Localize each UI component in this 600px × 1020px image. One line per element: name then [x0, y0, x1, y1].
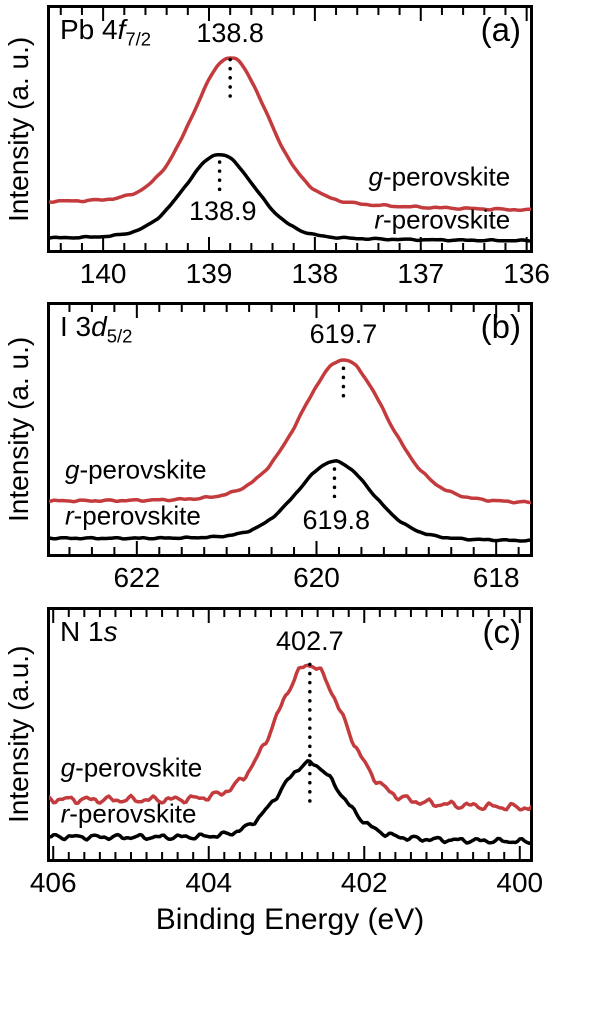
series-label-r: r-perovskite	[65, 500, 201, 531]
x-tick-label: 400	[496, 867, 544, 898]
series-label-rest: -perovskite	[75, 752, 203, 783]
title-italic: d	[91, 311, 107, 342]
plot-area-c	[47, 607, 533, 862]
x-tick-label: 404	[185, 867, 233, 898]
x-tick-label: 140	[79, 258, 127, 289]
series-label-rest: -perovskite	[383, 204, 511, 235]
title-subscript: 7/2	[125, 28, 152, 50]
spectrum-curve-r-perovskite	[49, 459, 531, 543]
spectrum-curve-r-perovskite	[49, 153, 531, 243]
x-tick-label: 137	[397, 258, 445, 289]
series-label-g: g-perovskite	[65, 455, 207, 486]
x-axis-title: Binding Energy (eV)	[155, 903, 425, 936]
series-label-rest: -perovskite	[383, 161, 511, 192]
series-label-prefix: r	[374, 204, 383, 235]
x-tick-label: 136	[503, 258, 550, 289]
series-label-prefix: g	[64, 454, 80, 485]
series-label-g: g-perovskite	[61, 752, 203, 783]
plot-border	[47, 607, 533, 862]
panel-c-corner-label: (c)	[482, 613, 521, 650]
title-plain: N 1	[60, 616, 104, 647]
x-tick-label: 622	[113, 562, 161, 593]
series-label-rest: -perovskite	[69, 798, 197, 829]
series-label-prefix: r	[60, 798, 70, 829]
plot-area-b	[47, 302, 533, 557]
peak-annotation-g: 402.7	[276, 626, 344, 657]
title-plain: I 3	[60, 311, 92, 342]
peak-annotation-g: 138.8	[196, 17, 264, 48]
x-tick-label: 620	[293, 562, 340, 593]
panel-b-title: I 3d5/2	[60, 311, 132, 345]
title-subscript: 5/2	[106, 325, 133, 347]
series-label-rest: -perovskite	[73, 500, 201, 531]
plot-border	[47, 302, 533, 557]
x-tick-label: 402	[340, 867, 388, 898]
panel-a-corner-label: (a)	[480, 11, 521, 48]
series-label-g: g-perovskite	[369, 162, 511, 193]
panel-b-corner-label: (b)	[480, 308, 521, 345]
peak-annotation-r: 138.9	[188, 195, 257, 226]
x-tick-label: 138	[291, 258, 339, 289]
spectrum-curve-g-perovskite	[49, 358, 531, 505]
panel-c-title: N 1s	[60, 616, 118, 648]
series-label-prefix: g	[60, 752, 76, 783]
title-plain: Pb 4	[60, 14, 118, 45]
series-label-r: r-perovskite	[61, 799, 197, 830]
panel-a-title: Pb 4f7/2	[60, 14, 151, 48]
title-italic: f	[117, 14, 126, 45]
spectrum-curve-g-perovskite	[49, 56, 531, 213]
series-label-r: r-perovskite	[374, 205, 510, 236]
x-tick-label: 618	[472, 562, 520, 593]
x-tick-label: 139	[185, 258, 233, 289]
peak-annotation-r: 619.8	[302, 504, 371, 535]
spectrum-curve-r-perovskite	[49, 759, 531, 846]
peak-annotation-g: 619.7	[309, 318, 378, 349]
series-label-prefix: r	[64, 500, 74, 531]
plot-border	[47, 5, 533, 253]
plot-area-a	[47, 5, 533, 253]
series-label-prefix: g	[368, 161, 383, 192]
x-tick-label: 406	[29, 867, 77, 898]
series-label-rest: -perovskite	[79, 454, 207, 485]
spectrum-curve-g-perovskite	[49, 663, 531, 812]
title-italic: s	[103, 616, 118, 647]
